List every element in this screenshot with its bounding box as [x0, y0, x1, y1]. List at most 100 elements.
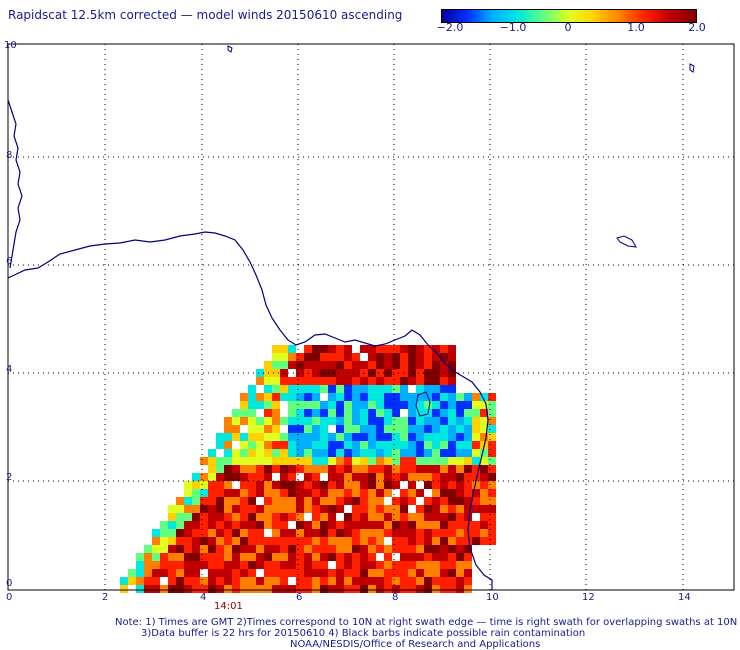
wind-cell: [408, 345, 416, 353]
wind-cell: [248, 497, 256, 505]
wind-cell: [312, 569, 320, 577]
wind-cell: [304, 433, 312, 441]
note-line-2: 3)Data buffer is 22 hrs for 20150610 4) …: [141, 628, 586, 639]
wind-cell: [320, 425, 328, 433]
wind-cell: [152, 585, 160, 593]
wind-cell: [344, 433, 352, 441]
wind-cell: [480, 393, 488, 401]
wind-cell: [488, 457, 496, 465]
wind-cell: [424, 449, 432, 457]
wind-cell: [384, 489, 392, 497]
wind-cell: [432, 497, 440, 505]
wind-cell: [400, 473, 408, 481]
wind-cell: [280, 433, 288, 441]
wind-cell: [328, 369, 336, 377]
wind-cell: [472, 449, 480, 457]
wind-cell: [288, 441, 296, 449]
wind-cell: [144, 553, 152, 561]
wind-cell: [296, 457, 304, 465]
wind-cell: [224, 569, 232, 577]
wind-cell: [400, 537, 408, 545]
wind-cell: [464, 401, 472, 409]
wind-cell: [336, 345, 344, 353]
wind-cell: [408, 393, 416, 401]
wind-cell: [376, 569, 384, 577]
wind-cell: [344, 353, 352, 361]
wind-cell: [400, 353, 408, 361]
wind-cell: [440, 537, 448, 545]
wind-cell: [328, 457, 336, 465]
wind-cell: [280, 457, 288, 465]
wind-cell: [400, 401, 408, 409]
wind-cell: [464, 553, 472, 561]
wind-cell: [408, 353, 416, 361]
wind-cell: [384, 481, 392, 489]
wind-cell: [272, 529, 280, 537]
wind-cell: [416, 417, 424, 425]
wind-cell: [448, 505, 456, 513]
wind-cell: [480, 433, 488, 441]
wind-cell: [328, 385, 336, 393]
wind-cell: [320, 489, 328, 497]
wind-cell: [456, 433, 464, 441]
wind-cell: [480, 529, 488, 537]
wind-cell: [456, 393, 464, 401]
wind-cell: [184, 545, 192, 553]
wind-cell: [376, 521, 384, 529]
wind-cell: [320, 513, 328, 521]
wind-cell: [360, 361, 368, 369]
wind-cell: [336, 425, 344, 433]
wind-cell: [240, 489, 248, 497]
wind-cell: [240, 457, 248, 465]
wind-cell: [272, 457, 280, 465]
wind-cell: [408, 369, 416, 377]
coastline: [7, 231, 493, 590]
y-tick-label: 6: [6, 256, 13, 267]
wind-cell: [216, 569, 224, 577]
wind-cell: [360, 441, 368, 449]
wind-cell: [488, 425, 496, 433]
wind-cell: [424, 353, 432, 361]
wind-cell: [448, 481, 456, 489]
wind-cell: [352, 553, 360, 561]
wind-cell: [304, 473, 312, 481]
wind-cell: [144, 577, 152, 585]
wind-cell: [352, 433, 360, 441]
wind-cell: [360, 569, 368, 577]
wind-cell: [312, 473, 320, 481]
wind-cell: [392, 529, 400, 537]
wind-cell: [248, 481, 256, 489]
wind-cell: [304, 401, 312, 409]
wind-cell: [296, 481, 304, 489]
wind-cell: [456, 481, 464, 489]
wind-cell: [216, 529, 224, 537]
wind-cell: [440, 553, 448, 561]
wind-cell: [384, 457, 392, 465]
wind-cell: [336, 361, 344, 369]
wind-cell: [344, 457, 352, 465]
wind-cell: [272, 569, 280, 577]
wind-cell: [272, 345, 280, 353]
wind-cell: [328, 529, 336, 537]
wind-cell: [216, 473, 224, 481]
wind-cell: [400, 465, 408, 473]
wind-cell: [280, 497, 288, 505]
island-ne: [689, 63, 695, 73]
wind-cell: [248, 561, 256, 569]
wind-cell: [264, 433, 272, 441]
wind-cell: [352, 385, 360, 393]
wind-cell: [272, 545, 280, 553]
wind-cell: [160, 545, 168, 553]
wind-cell: [384, 353, 392, 361]
wind-cell: [184, 513, 192, 521]
wind-cell: [368, 393, 376, 401]
wind-cell: [448, 497, 456, 505]
wind-cell: [168, 545, 176, 553]
wind-cell: [416, 529, 424, 537]
wind-cell: [264, 393, 272, 401]
wind-cell: [312, 385, 320, 393]
wind-cell: [192, 569, 200, 577]
wind-cell: [440, 521, 448, 529]
wind-cell: [344, 393, 352, 401]
wind-cell: [456, 561, 464, 569]
